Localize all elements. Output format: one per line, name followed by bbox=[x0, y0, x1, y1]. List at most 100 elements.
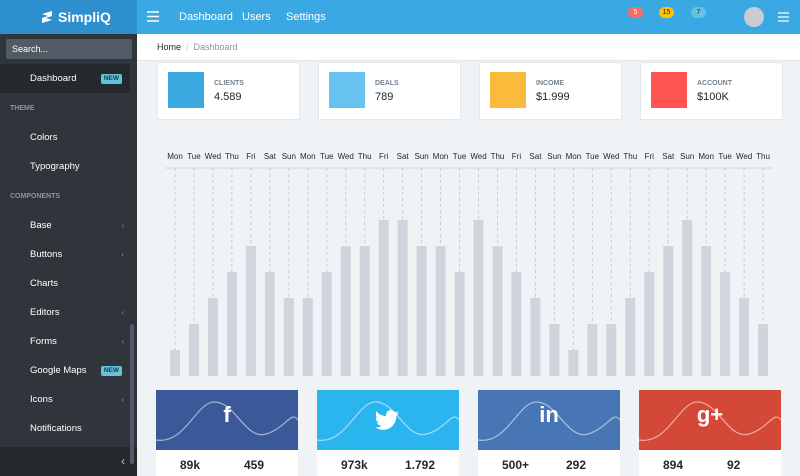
label: Buttons bbox=[30, 249, 63, 260]
x-tick-label: Thu bbox=[358, 152, 372, 161]
brand-icon bbox=[42, 11, 52, 23]
x-tick-label: Mon bbox=[167, 152, 183, 161]
nav-item[interactable]: Notifications bbox=[30, 423, 82, 434]
bar bbox=[606, 324, 617, 376]
nav-item[interactable]: Icons ‹ bbox=[0, 385, 130, 414]
label: Forms bbox=[30, 336, 57, 347]
brand[interactable]: SimpliQ bbox=[0, 0, 137, 34]
label: Icons bbox=[30, 394, 53, 405]
bar bbox=[359, 246, 370, 376]
nav-link[interactable]: Users bbox=[242, 11, 271, 23]
label: Base bbox=[30, 220, 52, 231]
chevron: ‹ bbox=[121, 337, 124, 346]
aside-toggle[interactable] bbox=[778, 12, 789, 22]
nav-item[interactable]: Forms ‹ bbox=[0, 327, 130, 356]
bar bbox=[378, 220, 389, 376]
badge[interactable]: 5 bbox=[628, 7, 643, 18]
bar bbox=[720, 272, 731, 376]
menu-toggle[interactable] bbox=[147, 11, 159, 22]
bar bbox=[226, 272, 237, 376]
social-icon: g+ bbox=[696, 402, 724, 427]
bar bbox=[264, 272, 275, 376]
social-stat: 500+ bbox=[502, 458, 530, 472]
nav-item[interactable]: Google Maps NEW bbox=[0, 356, 130, 385]
social-header: g+ bbox=[639, 390, 781, 450]
x-tick-label: Fri bbox=[246, 152, 256, 161]
x-tick-label: Thu bbox=[756, 152, 770, 161]
bird bbox=[376, 410, 399, 430]
bar bbox=[587, 324, 598, 376]
x-tick-label: Fri bbox=[379, 152, 389, 161]
bar bbox=[416, 246, 427, 376]
crumb: Dashboard bbox=[193, 42, 238, 52]
bar bbox=[701, 246, 712, 376]
card-value: 789 bbox=[375, 91, 394, 103]
badge[interactable]: 7 bbox=[691, 7, 706, 18]
bar bbox=[644, 272, 655, 376]
scrollbar bbox=[130, 324, 134, 464]
label: Google Maps bbox=[30, 365, 87, 376]
x-tick-label: Thu bbox=[623, 152, 637, 161]
x-tick-label: Tue bbox=[586, 152, 600, 161]
bar bbox=[739, 298, 750, 376]
badge[interactable]: 15 bbox=[659, 7, 674, 18]
bar bbox=[302, 298, 313, 376]
social-stat: 89k bbox=[180, 458, 201, 472]
nav-link[interactable]: Settings bbox=[286, 11, 326, 23]
chevron: ‹ bbox=[121, 395, 124, 404]
social-card: in 500+ 292 bbox=[478, 390, 620, 476]
nav-item[interactable]: Dashboard NEW bbox=[0, 64, 130, 93]
card-label: CLIENTS bbox=[214, 80, 244, 87]
sidebar-minimizer[interactable]: ‹ bbox=[0, 447, 137, 476]
x-tick-label: Wed bbox=[470, 152, 486, 161]
bar bbox=[625, 298, 636, 376]
bar bbox=[473, 220, 484, 376]
nav-item[interactable]: Typography bbox=[30, 161, 80, 172]
stat-card: DEALS 789 bbox=[318, 62, 461, 120]
label: Editors bbox=[30, 307, 60, 318]
social-icon: f bbox=[223, 402, 231, 427]
bar bbox=[340, 246, 351, 376]
nav-item[interactable]: Charts bbox=[30, 278, 58, 289]
nav-link[interactable]: Dashboard bbox=[179, 11, 233, 23]
nav-item[interactable]: Base ‹ bbox=[0, 211, 130, 240]
card-icon bbox=[168, 72, 204, 108]
wave-line bbox=[639, 401, 781, 441]
x-tick-label: Sun bbox=[547, 152, 561, 161]
nav-item[interactable]: Buttons ‹ bbox=[0, 240, 130, 269]
crumb[interactable]: Home bbox=[157, 42, 182, 52]
wave bbox=[639, 401, 781, 441]
social-stat: 1.792 bbox=[405, 458, 436, 472]
social-header: in bbox=[478, 390, 620, 450]
bar bbox=[682, 220, 693, 376]
x-tick-label: Mon bbox=[433, 152, 449, 161]
wave-line bbox=[156, 401, 298, 441]
x-tick-label: Mon bbox=[566, 152, 582, 161]
x-tick-label: Sun bbox=[414, 152, 428, 161]
nav-item[interactable]: Editors ‹ bbox=[0, 298, 130, 327]
x-tick-label: Sat bbox=[529, 152, 542, 161]
avatar[interactable] bbox=[744, 7, 764, 27]
nav-item[interactable]: Colors bbox=[30, 132, 58, 143]
card-label: DEALS bbox=[375, 80, 399, 87]
bar bbox=[435, 246, 446, 376]
stat-card: CLIENTS 4.589 bbox=[157, 62, 300, 120]
bar bbox=[321, 272, 332, 376]
bar bbox=[170, 350, 180, 376]
badge: NEW bbox=[100, 366, 122, 376]
social-card: 973k 1.792 bbox=[317, 390, 459, 476]
bar bbox=[454, 272, 465, 376]
x-tick-label: Sun bbox=[680, 152, 694, 161]
bar bbox=[663, 246, 674, 376]
section-title: THEME bbox=[10, 105, 35, 112]
x-tick-label: Sat bbox=[264, 152, 277, 161]
bar bbox=[283, 298, 294, 376]
x-tick-label: Tue bbox=[187, 152, 201, 161]
search[interactable]: Search... bbox=[6, 39, 132, 59]
sidebar: Search... Dashboard NEW THEME Colors Typo… bbox=[0, 34, 137, 476]
social-card: g+ 894 92 bbox=[639, 390, 781, 476]
bar bbox=[549, 324, 560, 376]
card-label: INCOME bbox=[536, 80, 564, 87]
x-tick-label: Fri bbox=[512, 152, 522, 161]
x-tick-label: Tue bbox=[320, 152, 334, 161]
